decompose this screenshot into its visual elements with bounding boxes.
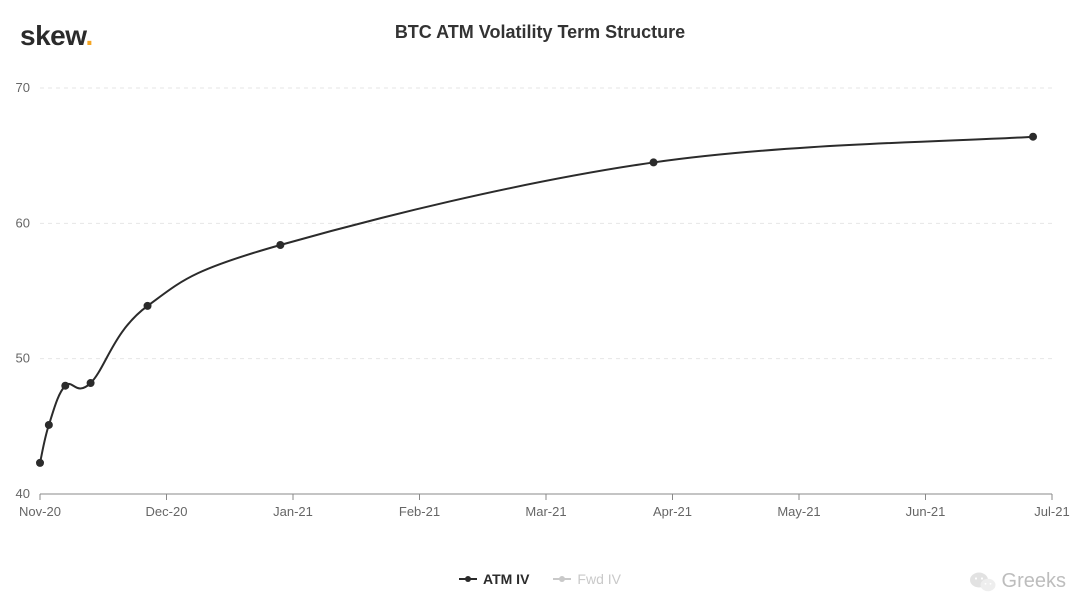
- y-axis-tick-label: 50: [16, 351, 30, 366]
- y-axis-tick-label: 60: [16, 215, 30, 230]
- series-marker[interactable]: [144, 302, 152, 310]
- watermark: Greeks: [970, 570, 1066, 593]
- series-marker[interactable]: [87, 379, 95, 387]
- series-marker[interactable]: [276, 241, 284, 249]
- chart-title: BTC ATM Volatility Term Structure: [0, 22, 1080, 43]
- legend-item-atm-iv[interactable]: ATM IV: [459, 571, 529, 587]
- y-axis-tick-label: 70: [16, 80, 30, 95]
- x-axis-tick-label: Feb-21: [399, 504, 440, 519]
- x-axis-tick-label: Jun-21: [906, 504, 946, 519]
- volatility-chart: 40 50 60 70 Nov-20 Dec-20 Jan-21 Feb-21 Mar-21 Ap…: [0, 60, 1080, 540]
- x-axis-tick-label: May-21: [777, 504, 820, 519]
- watermark-text: Greeks: [1002, 570, 1066, 593]
- y-axis-tick-label: 40: [16, 486, 30, 501]
- legend-marker-icon: [553, 574, 571, 584]
- series-marker[interactable]: [36, 459, 44, 467]
- x-axis-tick-label: Nov-20: [19, 504, 61, 519]
- legend-marker-icon: [459, 574, 477, 584]
- series-marker[interactable]: [61, 382, 69, 390]
- wechat-icon: [970, 571, 996, 593]
- x-axis-tick-label: Apr-21: [653, 504, 692, 519]
- series-marker[interactable]: [45, 421, 53, 429]
- legend-label: ATM IV: [483, 571, 529, 587]
- x-axis-tick-label: Dec-20: [146, 504, 188, 519]
- chart-legend: ATM IV Fwd IV: [0, 571, 1080, 587]
- series-line: [40, 137, 1033, 463]
- x-axis-tick-label: Jul-21: [1034, 504, 1069, 519]
- series-marker[interactable]: [650, 158, 658, 166]
- x-axis-tick-label: Jan-21: [273, 504, 313, 519]
- legend-item-fwd-iv[interactable]: Fwd IV: [553, 571, 621, 587]
- series-marker[interactable]: [1029, 133, 1037, 141]
- legend-label: Fwd IV: [577, 571, 621, 587]
- x-axis-tick-label: Mar-21: [525, 504, 566, 519]
